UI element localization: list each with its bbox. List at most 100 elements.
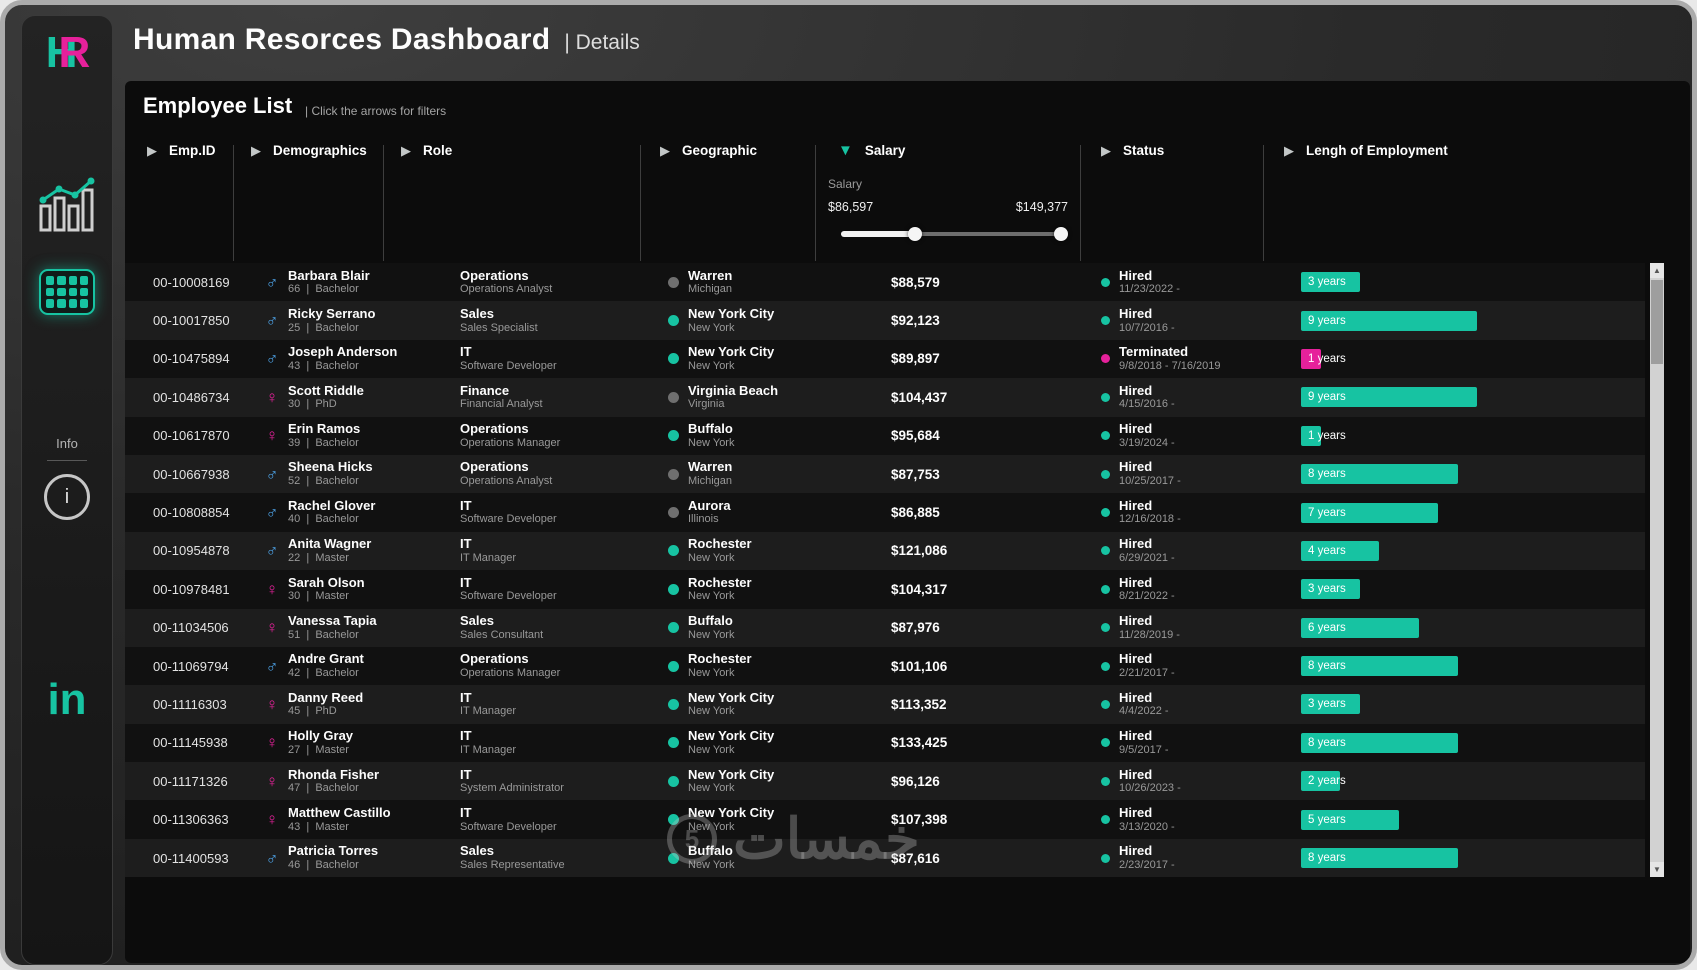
state: New York [688, 590, 735, 603]
female-icon: ♀ [265, 618, 279, 638]
salary-range-slider[interactable] [841, 227, 1068, 241]
table-row[interactable]: 00-10008169 ♂ Barbara Blair 66 | Bachelo… [125, 263, 1645, 302]
job-role: Operations Analyst [460, 475, 553, 488]
status-dot [1101, 546, 1110, 556]
salary-value: $107,398 [891, 812, 948, 828]
job-role: System Administrator [460, 782, 564, 795]
female-icon: ♀ [265, 733, 279, 753]
scroll-up-icon[interactable]: ▲ [1650, 263, 1664, 278]
department: Sales [460, 843, 494, 859]
job-role: Software Developer [460, 513, 557, 526]
status-label: Hired [1119, 843, 1153, 859]
city: New York City [688, 689, 775, 705]
info-icon[interactable]: i [44, 474, 90, 520]
chevron-right-icon[interactable]: ▶ [1284, 143, 1294, 158]
sidebar-item-overview[interactable] [37, 176, 97, 239]
salary-value: $104,317 [891, 581, 948, 597]
male-icon: ♂ [265, 503, 279, 523]
employee-name: Anita Wagner [288, 536, 372, 552]
department: IT [460, 766, 472, 782]
state: Illinois [688, 513, 719, 526]
chevron-down-icon[interactable]: ▼ [838, 142, 853, 159]
table-row[interactable]: 00-10667938 ♂ Sheena Hicks 52 | Bachelor… [125, 454, 1645, 494]
table-row[interactable]: 00-10017850 ♂ Ricky Serrano 25 | Bachelo… [125, 301, 1645, 340]
male-icon: ♂ [265, 464, 279, 484]
slider-track[interactable] [841, 232, 1065, 236]
table-row[interactable]: 00-10617870 ♀ Erin Ramos 39 | Bachelor O… [125, 416, 1645, 455]
chevron-right-icon[interactable]: ▶ [1101, 143, 1111, 158]
geo-dot [668, 391, 679, 403]
tenure-bar [1301, 540, 1379, 561]
city: New York City [688, 344, 775, 360]
table-row[interactable]: 00-11069794 ♂ Andre Grant 42 | Bachelor … [125, 646, 1645, 686]
filter-separator [383, 145, 384, 261]
filter-status[interactable]: ▶ Status [1101, 143, 1164, 158]
status-dates: 2/23/2017 - [1119, 858, 1175, 871]
table-row[interactable]: 00-10486734 ♀ Scott Riddle 30 | PhD Fina… [125, 378, 1645, 417]
table-scrollbar[interactable]: ▲ ▼ [1650, 263, 1664, 877]
female-icon: ♀ [265, 426, 279, 446]
status-label: Hired [1119, 574, 1153, 590]
filter-role[interactable]: ▶ Role [401, 143, 452, 158]
department: Operations [460, 421, 529, 437]
chevron-right-icon[interactable]: ▶ [660, 143, 670, 158]
table-row[interactable]: 00-10954878 ♂ Anita Wagner 22 | Master I… [125, 531, 1645, 571]
filter-label: Salary [864, 143, 906, 158]
chevron-right-icon[interactable]: ▶ [147, 143, 157, 158]
filter-salary[interactable]: ▼ Salary [838, 143, 905, 158]
table-row[interactable]: 00-11171326 ♀ Rhonda Fisher 47 | Bachelo… [125, 762, 1645, 801]
salary-value: $95,684 [891, 428, 940, 444]
scroll-down-icon[interactable]: ▼ [1650, 862, 1664, 877]
sidebar-item-details-active[interactable] [39, 269, 95, 315]
status-label: Hired [1119, 305, 1153, 321]
scrollbar-thumb[interactable] [1651, 280, 1663, 364]
hr-logo: HR [22, 28, 112, 78]
job-role: IT Manager [460, 705, 517, 718]
table-row[interactable]: 00-10808854 ♂ Rachel Glover 40 | Bachelo… [125, 493, 1645, 532]
tenure-bar [1301, 694, 1360, 715]
status-dates: 4/4/2022 - [1119, 705, 1169, 718]
filter-emp-id[interactable]: ▶ Emp.ID [147, 143, 216, 158]
employee-age-education: 43 | Bachelor [288, 359, 359, 372]
employee-age-education: 27 | Master [288, 743, 349, 756]
job-role: Sales Representative [460, 858, 565, 871]
status-dot [1101, 354, 1110, 364]
status-dates: 10/25/2017 - [1119, 475, 1181, 488]
department: Finance [460, 382, 510, 398]
filter-demographics[interactable]: ▶ Demographics [251, 143, 367, 158]
filter-length-of-employment[interactable]: ▶ Lengh of Employment [1284, 143, 1448, 158]
employee-id: 00-10017850 [153, 313, 230, 329]
status-label: Hired [1119, 497, 1153, 513]
tenure-label: 6 years [1308, 621, 1346, 634]
table-row[interactable]: 00-10475894 ♂ Joseph Anderson 43 | Bache… [125, 339, 1645, 379]
status-label: Hired [1119, 613, 1153, 629]
table-row[interactable]: 00-10978481 ♀ Sarah Olson 30 | Master IT… [125, 570, 1645, 609]
geo-dot [668, 315, 679, 327]
slider-handle-min[interactable] [908, 227, 922, 241]
table-row[interactable]: 00-11034506 ♀ Vanessa Tapia 51 | Bachelo… [125, 608, 1645, 647]
status-dot [1101, 661, 1110, 671]
salary-value: $89,897 [891, 351, 940, 367]
employee-age-education: 47 | Bachelor [288, 782, 359, 795]
table-row[interactable]: 00-11306363 ♀ Matthew Castillo 43 | Mast… [125, 800, 1645, 839]
filter-geographic[interactable]: ▶ Geographic [660, 143, 757, 158]
chevron-right-icon[interactable]: ▶ [251, 143, 261, 158]
employee-id: 00-11306363 [153, 812, 229, 828]
salary-max-value: $149,377 [1015, 200, 1068, 214]
table-row[interactable]: 00-11400593 ♂ Patricia Torres 46 | Bache… [125, 838, 1645, 878]
table-row[interactable]: 00-11116303 ♀ Danny Reed 45 | PhD IT IT … [125, 685, 1645, 724]
table-row[interactable]: 00-11145938 ♀ Holly Gray 27 | Master IT … [125, 723, 1645, 763]
employee-list-panel: Employee List | Click the arrows for fil… [125, 81, 1690, 963]
slider-handle-max[interactable] [1054, 227, 1068, 241]
status-dot [1101, 853, 1110, 863]
geo-dot [668, 545, 679, 557]
linkedin-icon[interactable]: in [47, 675, 87, 724]
male-icon: ♂ [265, 848, 279, 868]
panel-subtitle: | Click the arrows for filters [305, 104, 447, 118]
employee-id: 00-10978481 [153, 581, 230, 597]
chevron-right-icon[interactable]: ▶ [401, 143, 411, 158]
filter-separator [233, 145, 234, 261]
geo-dot [668, 814, 679, 826]
tenure-label: 3 years [1308, 276, 1346, 289]
tenure-bar [1301, 387, 1477, 408]
